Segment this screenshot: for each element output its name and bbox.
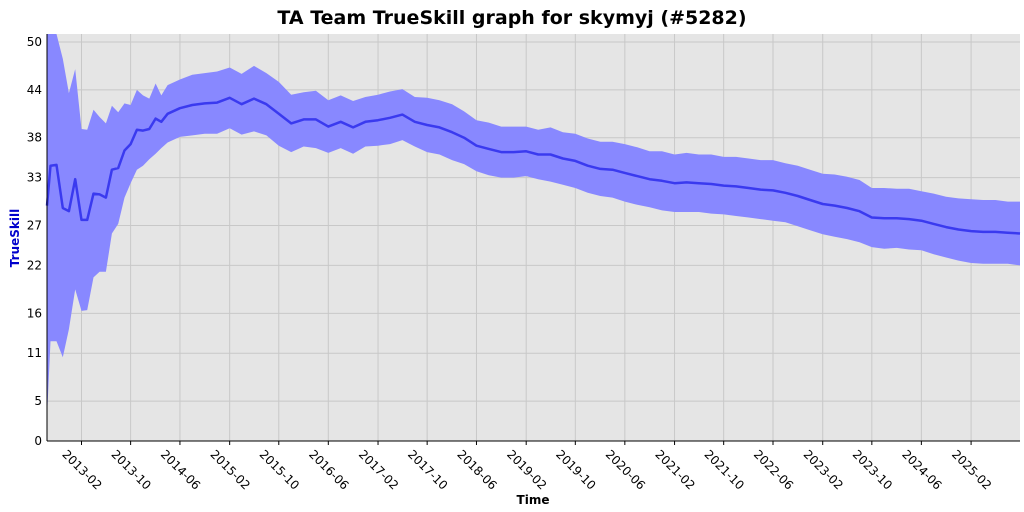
x-tick-label: 2019-02 [504, 447, 549, 492]
x-tick-label: 2015-02 [208, 447, 253, 492]
x-tick-label: 2013-10 [108, 447, 153, 492]
x-tick-label: 2020-06 [603, 447, 648, 492]
y-tick-label: 50 [27, 35, 42, 49]
x-tick-label: 2021-10 [702, 447, 747, 492]
x-tick-label: 2014-06 [158, 447, 203, 492]
uncertainty-band [47, 34, 1020, 418]
y-tick-label: 16 [27, 306, 42, 320]
x-tick-label: 2022-06 [751, 447, 796, 492]
x-tick-label: 2013-02 [59, 447, 104, 492]
y-axis-title: TrueSkill [8, 209, 22, 267]
y-tick-label: 0 [34, 434, 42, 448]
x-tick-label: 2025-02 [949, 447, 994, 492]
y-tick-label: 33 [27, 171, 42, 185]
x-axis-title: Time [517, 493, 550, 507]
x-axis-ticks: 2013-02 2013-10 2014-06 2015-02 2015-10 2016-… [59, 441, 994, 493]
y-tick-label: 27 [27, 219, 42, 233]
x-tick-label: 2017-02 [356, 447, 401, 492]
x-tick-label: 2021-02 [652, 447, 697, 492]
x-tick-label: 2016-06 [306, 447, 351, 492]
x-tick-label: 2023-10 [850, 447, 895, 492]
x-tick-label: 2024-06 [899, 447, 944, 492]
x-tick-label: 2015-10 [257, 447, 302, 492]
chart-title: TA Team TrueSkill graph for skymyj (#528… [277, 7, 746, 29]
y-tick-label: 38 [27, 131, 42, 145]
y-tick-label: 11 [27, 346, 42, 360]
y-tick-label: 5 [34, 394, 42, 408]
x-tick-label: 2019-10 [553, 447, 598, 492]
x-tick-label: 2018-06 [454, 447, 499, 492]
y-tick-label: 22 [27, 258, 42, 272]
y-tick-label: 44 [27, 83, 42, 97]
x-tick-label: 2023-02 [801, 447, 846, 492]
x-tick-label: 2017-10 [405, 447, 450, 492]
trueskill-line [45, 96, 1021, 235]
y-axis-ticks: 0 5 11 16 22 27 33 38 44 50 [27, 35, 42, 448]
